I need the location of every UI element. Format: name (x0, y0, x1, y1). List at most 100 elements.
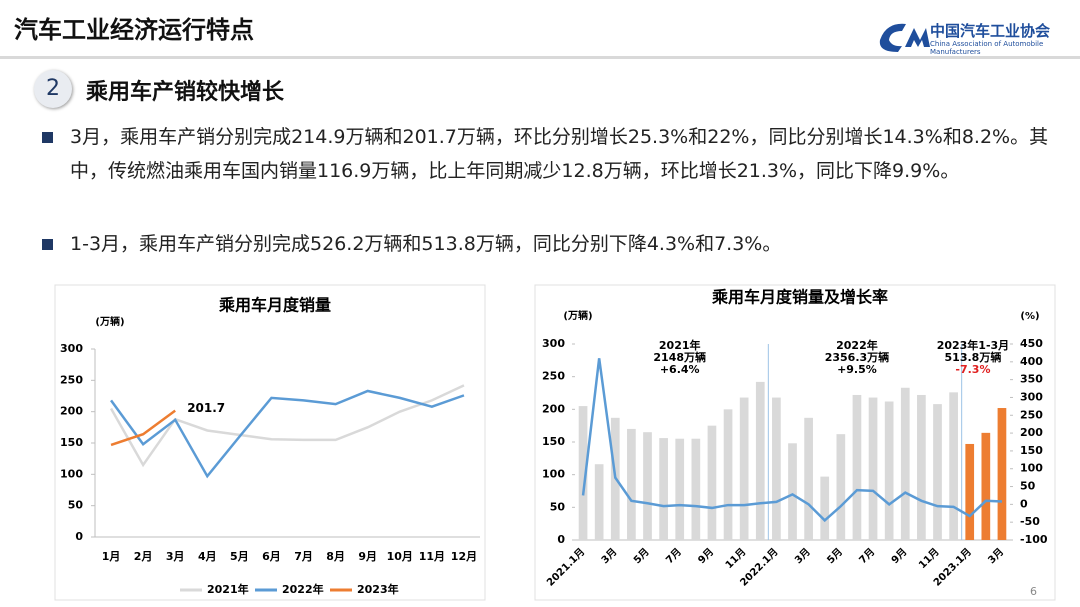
y-tick-label: 50 (550, 500, 566, 513)
y-tick-label: 250 (542, 370, 565, 383)
line (110, 409, 176, 447)
bar (997, 408, 1007, 540)
bar (868, 397, 878, 540)
y-axis-label: (万辆) (95, 315, 124, 328)
x-tick-label: 3月 (166, 550, 185, 563)
bar (981, 432, 991, 540)
y2-tick-label: 50 (1020, 480, 1036, 493)
annotation: 2022年 (836, 338, 878, 352)
bar (820, 476, 830, 540)
annotation: 2021年 (659, 338, 701, 352)
x-tick-label: 5月 (230, 550, 249, 563)
annotation: 513.8万辆 (945, 350, 1002, 364)
y2-tick-label: 200 (1020, 426, 1043, 439)
legend-label: 2023年 (357, 582, 399, 596)
bar (965, 443, 975, 540)
x-tick-label: 9月 (696, 546, 716, 566)
y-tick-label: 100 (60, 467, 83, 480)
bullet: 3月，乘用车产销分别完成214.9万辆和201.7万辆，环比分别增长25.3%和… (42, 120, 1055, 188)
header-title: 汽车工业经济运行特点 (14, 16, 254, 44)
x-tick-label: 5月 (631, 546, 651, 566)
annotation: 2023年1-3月 (937, 338, 1010, 352)
bullet: 1-3月，乘用车产销分别完成526.2万辆和513.8万辆，同比分别下降4.3%… (42, 227, 1055, 261)
y-tick-label: 150 (60, 436, 83, 449)
y-tick-label: 50 (68, 499, 84, 512)
legend-label: 2021年 (207, 582, 249, 596)
y-tick-label: 0 (557, 533, 565, 546)
y-axis-label: (万辆) (563, 309, 592, 322)
chart-frame (534, 284, 1056, 601)
section-number: 2 (34, 70, 72, 108)
bar (739, 397, 749, 540)
page-number: 6 (1030, 585, 1037, 598)
x-tick-label: 12月 (451, 550, 477, 563)
y2-tick-label: 100 (1020, 462, 1043, 475)
bar (949, 392, 958, 540)
line (110, 389, 465, 479)
annotation: 2356.3万辆 (825, 350, 889, 364)
y-tick-label: 200 (60, 405, 83, 418)
bar (836, 434, 846, 540)
logo-icon (879, 23, 930, 52)
bar (691, 438, 701, 540)
y2-tick-label: -50 (1020, 515, 1040, 528)
annotation: +6.4% (660, 363, 700, 376)
x-tick-label: 2月 (134, 550, 153, 563)
x-tick-label: 4月 (198, 550, 217, 563)
y-tick-label: 300 (60, 342, 83, 355)
annotation: 2148万辆 (653, 350, 706, 364)
y-tick-label: 150 (542, 435, 565, 448)
data-label: 201.7 (187, 401, 225, 415)
bar (723, 409, 733, 540)
x-tick-label: 7月 (663, 546, 683, 566)
bar (884, 401, 894, 540)
bar (900, 387, 910, 540)
x-tick-label: 9月 (889, 546, 909, 566)
bar (643, 432, 652, 540)
y2-tick-label: 300 (1020, 390, 1043, 403)
y2-axis-label: (%) (1020, 311, 1039, 322)
y2-tick-label: -100 (1020, 533, 1048, 546)
x-tick-label: 11月 (916, 546, 941, 571)
section-title: 乘用车产销较快增长 (86, 80, 285, 105)
x-tick-label: 7月 (294, 550, 313, 563)
bar (659, 438, 668, 540)
x-tick-label: 11月 (723, 546, 748, 571)
bar (788, 443, 797, 540)
chart-title: 乘用车月度销量及增长率 (711, 288, 888, 307)
x-tick-label: 10月 (387, 550, 413, 563)
y2-tick-label: 0 (1020, 497, 1028, 510)
y-tick-label: 0 (75, 530, 83, 543)
line (109, 384, 465, 468)
y-tick-label: 300 (542, 337, 565, 350)
y2-tick-label: 450 (1020, 337, 1043, 350)
bar (917, 394, 926, 540)
y2-tick-label: 250 (1020, 408, 1043, 421)
bar (772, 397, 781, 540)
x-tick-label: 2021.1月 (544, 546, 587, 589)
bar (707, 425, 717, 540)
x-tick-label: 3月 (986, 546, 1006, 566)
logo-text: 中国汽车工业协会 (930, 22, 1051, 40)
bar (675, 438, 685, 540)
bar (578, 406, 588, 540)
x-tick-label: 9月 (358, 550, 377, 563)
logo-subtext: China Association of Automobile Manufact… (930, 40, 1044, 56)
chart-frame (54, 284, 486, 601)
y-tick-label: 200 (542, 402, 565, 415)
bar (594, 464, 604, 540)
x-tick-label: 5月 (825, 546, 845, 566)
x-tick-label: 8月 (326, 550, 345, 563)
x-tick-label: 7月 (857, 546, 877, 566)
y2-tick-label: 150 (1020, 444, 1043, 457)
x-tick-label: 3月 (792, 546, 812, 566)
x-tick-label: 6月 (262, 550, 281, 563)
y2-tick-label: 400 (1020, 355, 1043, 368)
bar (804, 417, 813, 540)
bar (755, 381, 765, 540)
bar (627, 428, 636, 540)
y-tick-label: 250 (60, 373, 83, 386)
x-tick-label: 3月 (599, 546, 619, 566)
line (581, 358, 1002, 523)
